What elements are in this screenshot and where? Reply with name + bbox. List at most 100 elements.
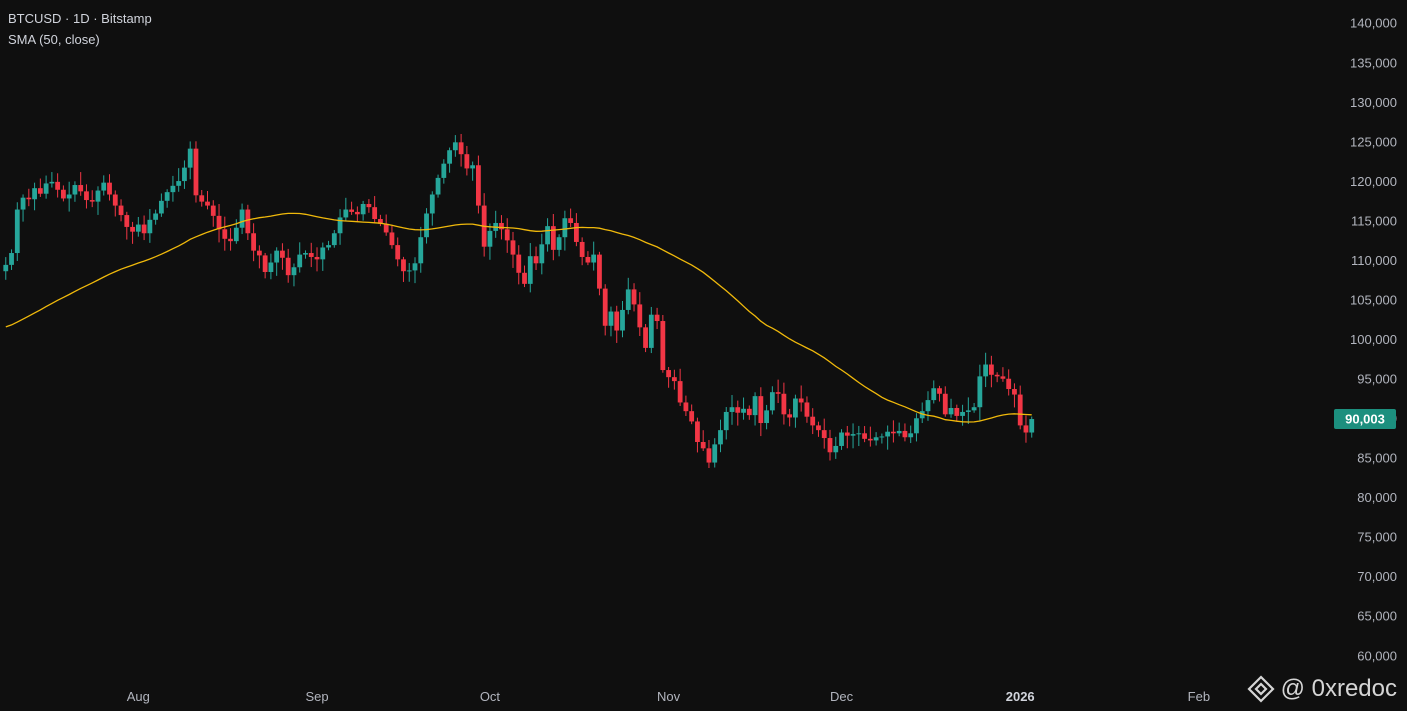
y-tick-label: 130,000 [1350, 95, 1397, 110]
candle-down [354, 206, 360, 223]
candle-body [158, 200, 164, 214]
candle-down [1017, 385, 1023, 430]
y-tick-label: 105,000 [1350, 292, 1397, 307]
candle-body [458, 142, 464, 155]
candle-up [1029, 416, 1035, 438]
candle-body [522, 272, 527, 284]
candle-body [752, 396, 758, 416]
candle-body [9, 253, 14, 265]
watermark-text: @ 0xredoc [1280, 675, 1397, 702]
candle-down [666, 367, 672, 388]
candle-up [153, 209, 159, 225]
candle-body [914, 418, 919, 434]
candle-down [228, 228, 233, 251]
candle-down [112, 190, 118, 217]
candle-up [176, 168, 182, 192]
candle-up [3, 257, 9, 280]
candle-down [758, 387, 764, 437]
candle-up [620, 300, 625, 338]
candle-up [729, 395, 735, 425]
candle-down [401, 256, 406, 282]
candle-down [568, 208, 574, 228]
candle-body [689, 411, 695, 422]
candle-body [700, 442, 706, 449]
symbol-title[interactable]: BTCUSD · 1D · Bitstamp [8, 11, 152, 26]
candle-body [856, 433, 862, 435]
candle-down [654, 307, 660, 330]
y-tick-label: 75,000 [1357, 530, 1397, 545]
candle-body [245, 209, 251, 234]
candle-up [32, 182, 37, 211]
candle-up [977, 364, 983, 421]
candle-body [735, 407, 741, 413]
candle-body [49, 181, 55, 184]
y-tick-label: 110,000 [1351, 253, 1397, 268]
last-price-tag-bg [1334, 409, 1396, 430]
candle-body [902, 430, 908, 438]
indicator-title[interactable]: SMA (50, close) [8, 32, 100, 47]
candle-down [1012, 383, 1017, 408]
candle-down [550, 213, 556, 261]
candle-body [988, 364, 994, 375]
candle-body [677, 381, 683, 403]
candle-body [971, 407, 977, 411]
candle-up [268, 253, 274, 280]
candle-up [418, 226, 424, 273]
candle-up [712, 438, 718, 468]
candle-down [245, 204, 251, 240]
candle-body [331, 233, 337, 246]
x-tick-label: 2026 [1006, 689, 1035, 704]
candle-down [107, 174, 112, 201]
candle-down [61, 185, 66, 202]
candle-up [648, 306, 654, 354]
candle-up [833, 436, 839, 459]
candle-up [187, 141, 193, 180]
candle-body [84, 191, 89, 201]
candle-body [233, 227, 239, 242]
candle-down [280, 243, 285, 270]
candle-body [193, 148, 199, 196]
candle-down [285, 248, 291, 283]
candle-body [61, 189, 66, 199]
candle-body [602, 288, 608, 326]
candle-down [902, 423, 908, 442]
candle-down [210, 200, 216, 227]
candle-body [741, 408, 746, 413]
candle-body [199, 195, 205, 202]
y-tick-label: 80,000 [1357, 490, 1397, 505]
candle-body [954, 408, 960, 416]
candle-body [683, 402, 689, 412]
candle-body [72, 185, 78, 195]
candle-down [827, 429, 833, 461]
candle-down [671, 369, 677, 390]
x-tick-label: Feb [1188, 689, 1210, 704]
x-tick-label: Aug [127, 689, 150, 704]
x-tick-label: Dec [830, 689, 854, 704]
candle-up [608, 306, 614, 337]
candle-body [504, 229, 510, 241]
candle-up [14, 202, 20, 262]
candle-up [539, 233, 545, 275]
candle-down [349, 201, 354, 215]
candle-down [643, 324, 648, 353]
candle-down [798, 385, 804, 412]
candle-body [977, 376, 983, 408]
candle-up [135, 216, 141, 237]
candle-up [331, 229, 337, 248]
candle-body [654, 314, 660, 322]
candle-body [527, 256, 533, 284]
candle-body [793, 398, 798, 418]
candle-body [326, 245, 331, 248]
candle-body [862, 433, 867, 439]
candle-body [389, 232, 395, 246]
candle-body [418, 237, 424, 264]
candle-body [395, 245, 401, 260]
candle-up [20, 194, 26, 222]
candle-body [262, 255, 268, 272]
chart-legend: BTCUSD · 1D · Bitstamp SMA (50, close) [8, 8, 152, 50]
time-axis[interactable]: Aug Sep Oct Nov Dec 2026 Feb [127, 689, 1210, 704]
candle-body [1023, 425, 1029, 433]
candle-down [804, 396, 810, 423]
binance-diamond-icon [1247, 675, 1275, 703]
